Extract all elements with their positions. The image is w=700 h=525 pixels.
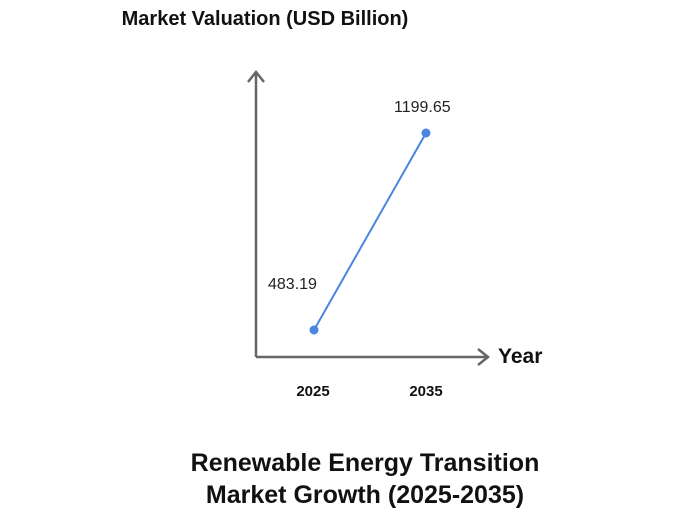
y-axis-arrow-icon xyxy=(247,69,265,83)
data-point-2025 xyxy=(309,325,319,335)
data-point-2035 xyxy=(421,128,431,138)
data-series xyxy=(309,128,431,335)
chart-title-line1: Renewable Energy Transition xyxy=(190,449,540,477)
chart-title: Renewable Energy Transition Market Growt… xyxy=(100,447,630,511)
x-axis-arrow-icon xyxy=(477,348,491,366)
x-axis xyxy=(256,348,491,366)
x-tick-2025: 2025 xyxy=(296,383,330,400)
data-label-2025: 483.19 xyxy=(268,276,317,293)
y-axis xyxy=(247,69,265,357)
y-axis-label: Market Valuation (USD Billion) xyxy=(121,8,409,30)
chart-title-line2: Market Growth (2025-2035) xyxy=(205,481,525,509)
data-label-2035: 1199.65 xyxy=(394,99,451,116)
x-tick-2035: 2035 xyxy=(409,383,443,400)
x-axis-label: Year xyxy=(498,345,543,368)
